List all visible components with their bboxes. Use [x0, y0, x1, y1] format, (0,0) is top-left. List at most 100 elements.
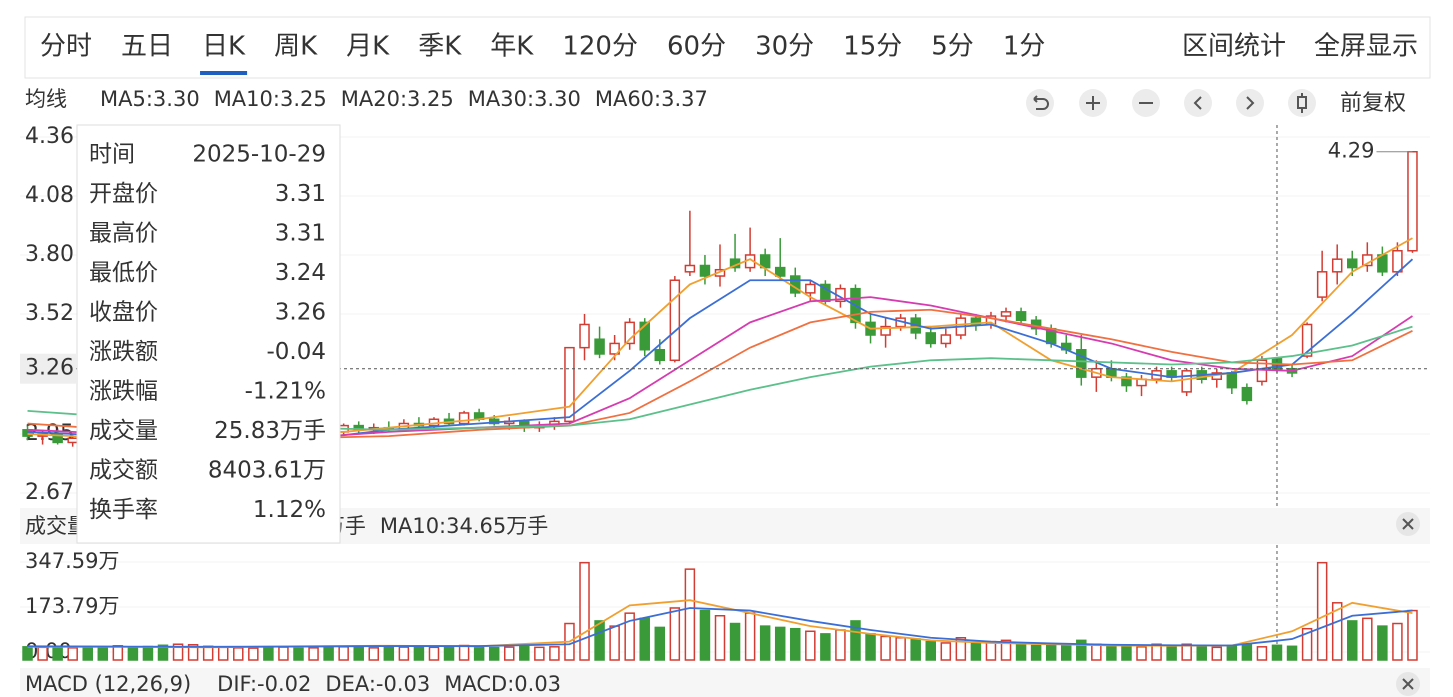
tooltip-label: 开盘价: [89, 181, 158, 207]
volume-bar: [1151, 643, 1162, 661]
tab[interactable]: 1分: [1003, 32, 1046, 62]
y-tick-label: 4.08: [25, 183, 74, 208]
tab[interactable]: 30分: [755, 32, 814, 62]
tab[interactable]: 年K: [490, 32, 534, 62]
max-label: 4.29: [1328, 139, 1375, 163]
volume-bar: [112, 645, 124, 661]
volume-bar: [729, 622, 741, 661]
plus-icon: [1086, 96, 1100, 110]
tooltip-value: 25.83万手: [214, 418, 326, 444]
ma-legend: MA30:3.30: [468, 87, 581, 111]
volume-bar: [970, 642, 982, 661]
volume-bar: [278, 646, 289, 661]
tooltip-value: 3.31: [275, 181, 326, 207]
candle-body: [880, 325, 891, 336]
candle-body: [925, 332, 937, 345]
macd-legend: DEA:-0.03: [325, 672, 430, 696]
volume-bar: [880, 635, 891, 661]
candle-body: [1316, 271, 1328, 298]
volume-legend: MA10:34.65万手: [380, 514, 548, 538]
close-icon: [1402, 678, 1414, 690]
tab[interactable]: 周K: [274, 32, 318, 62]
volume-bar: [1301, 627, 1313, 661]
left-button[interactable]: [1184, 89, 1212, 117]
volume-bar: [217, 646, 229, 661]
candle-body: [1181, 370, 1192, 393]
reset-button[interactable]: [1026, 89, 1054, 117]
volume-bar: [353, 646, 364, 661]
volume-bar: [187, 644, 199, 661]
volume-bar: [338, 646, 349, 661]
volume-bar: [398, 646, 410, 661]
volume-bar: [233, 647, 244, 661]
tab[interactable]: 15分: [843, 32, 902, 62]
tab[interactable]: 120分: [562, 32, 638, 62]
volume-bar: [1407, 609, 1418, 661]
volume-bar: [925, 640, 937, 661]
volume-bar: [1091, 643, 1102, 661]
tab[interactable]: 季K: [418, 32, 462, 62]
candle-body: [1226, 372, 1238, 389]
volume-bar: [1030, 644, 1042, 661]
volume-bar: [323, 646, 334, 661]
candle-body: [1301, 323, 1313, 357]
ma-legend: MA20:3.25: [341, 87, 454, 111]
tab[interactable]: 日K: [202, 32, 246, 62]
volume-bar: [503, 646, 515, 661]
volume-bar: [609, 625, 620, 661]
volume-bar: [263, 646, 274, 661]
candle-body: [1392, 250, 1403, 273]
candle-icon-body: [1297, 96, 1307, 109]
volume-bar: [790, 627, 801, 661]
tooltip-value: -1.21%: [245, 379, 326, 405]
tool-tab[interactable]: 区间统计: [1182, 32, 1286, 62]
volume-bar: [127, 646, 139, 661]
tooltip-label: 成交量: [89, 418, 158, 444]
tool-tab[interactable]: 全屏显示: [1314, 32, 1418, 62]
right-button[interactable]: [1236, 89, 1264, 117]
tooltip-label: 最高价: [89, 221, 158, 247]
adjust-label[interactable]: 前复权: [1340, 91, 1406, 116]
volume-bar: [1256, 646, 1268, 661]
candle-body: [624, 321, 635, 345]
tooltip-label: 最低价: [89, 260, 158, 286]
active-tab-underline: [200, 71, 248, 75]
candle-body: [654, 349, 666, 362]
volume-bar: [82, 647, 93, 661]
y-tick-label: 173.79万: [25, 594, 119, 618]
y-tick-label: 3.80: [25, 242, 74, 267]
candle-body: [1407, 150, 1418, 252]
volume-bar: [835, 629, 846, 661]
volume-bar: [1076, 639, 1087, 661]
tab[interactable]: 月K: [346, 32, 390, 62]
volume-bar: [1060, 644, 1072, 661]
candle-body: [579, 323, 590, 349]
tab[interactable]: 五日: [121, 32, 173, 62]
volume-bar: [744, 612, 756, 661]
volume-bar: [1377, 625, 1388, 661]
right-icon: [1246, 96, 1255, 110]
volume-bar: [1181, 643, 1192, 661]
volume-bar: [759, 625, 771, 661]
tab[interactable]: 分时: [40, 32, 92, 62]
candle-body: [940, 334, 952, 345]
candle-body: [820, 283, 831, 303]
volume-bar: [895, 637, 906, 661]
volume-bar: [820, 633, 831, 661]
volume-bar: [248, 647, 259, 661]
volume-bar: [458, 644, 470, 661]
candle-body: [699, 264, 711, 277]
volume-bar: [1316, 561, 1328, 661]
tab[interactable]: 5分: [931, 32, 974, 62]
tab[interactable]: 60分: [667, 32, 726, 62]
volume-bar: [1241, 643, 1253, 661]
y-tick-label: 3.52: [25, 301, 74, 326]
volume-bar: [1271, 644, 1283, 661]
volume-bar: [97, 646, 109, 661]
volume-bar: [67, 647, 78, 661]
candle-body: [684, 264, 696, 273]
volume-bar: [549, 646, 560, 661]
candle-body: [1000, 311, 1012, 317]
candle-body: [594, 338, 605, 355]
